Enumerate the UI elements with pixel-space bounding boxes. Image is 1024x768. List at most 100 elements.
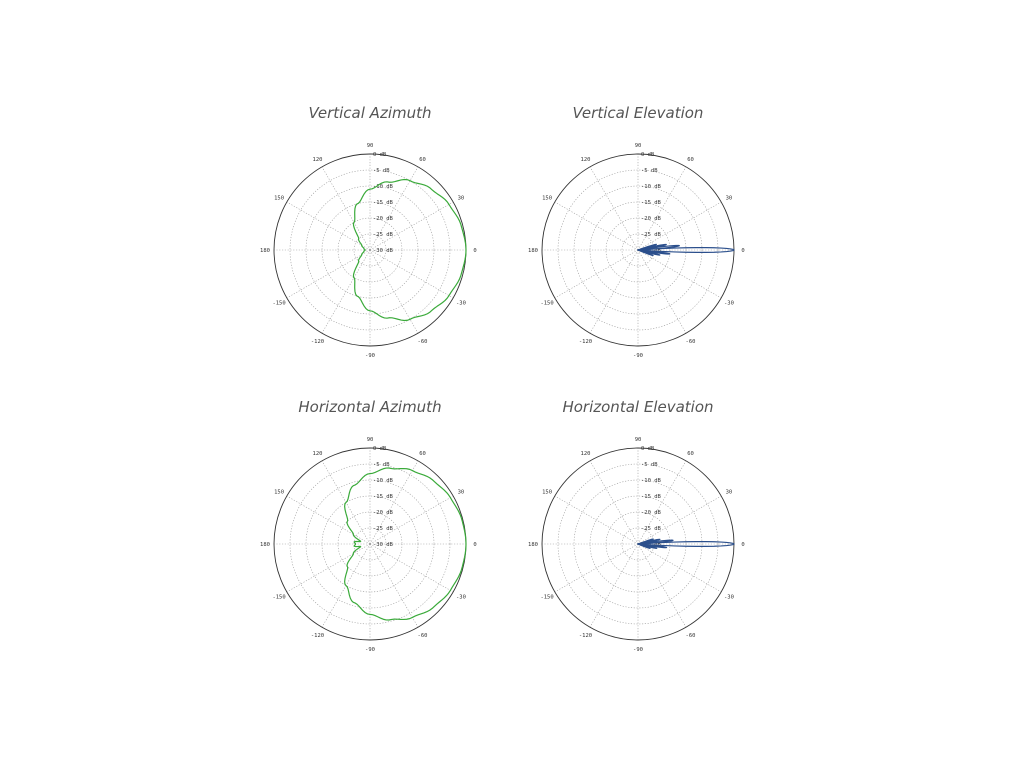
radial-tick-label: -15 dB bbox=[641, 494, 662, 500]
grid-spoke bbox=[554, 249, 639, 299]
grid-spoke bbox=[369, 543, 454, 593]
grid-spoke bbox=[321, 249, 371, 334]
grid-ring bbox=[305, 479, 435, 609]
radial-tick-label: 0 dB bbox=[373, 152, 387, 158]
angle-tick-label: -150 bbox=[540, 301, 553, 307]
chart-vertical-elevation: Vertical Elevation 90 60 30 0 -30 -60 -90 -120 -… bbox=[518, 104, 758, 384]
pattern-lobe bbox=[637, 543, 651, 549]
grid-ring bbox=[573, 185, 703, 315]
grid-ring bbox=[289, 463, 451, 625]
angle-tick-label: -150 bbox=[272, 301, 285, 307]
grid-spoke bbox=[321, 166, 371, 251]
pattern-lobe bbox=[637, 539, 674, 545]
grid-ring bbox=[557, 169, 719, 331]
radial-tick-label: 0 dB bbox=[641, 152, 655, 158]
angle-tick-label: -120 bbox=[579, 339, 592, 345]
grid-ring bbox=[305, 185, 435, 315]
grid-spoke bbox=[637, 249, 722, 299]
angle-tick-label: -120 bbox=[311, 633, 324, 639]
pattern-lobe bbox=[637, 249, 671, 255]
grid-ring bbox=[621, 527, 655, 561]
grid-ring bbox=[353, 527, 387, 561]
grid-ring bbox=[557, 463, 719, 625]
grid-spoke bbox=[286, 201, 371, 251]
polar-plot: 90 60 30 0 -30 -60 -90 -120 -150 180 150 120 0 dB -5 … bbox=[528, 437, 745, 653]
polar-plot: 90 60 30 0 -30 -60 -90 -120 -150 180 150 120 0 dB -5 … bbox=[260, 437, 477, 653]
radial-tick-label: -15 dB bbox=[373, 494, 394, 500]
radial-tick-label: -25 dB bbox=[373, 232, 394, 238]
radial-tick-label: -5 dB bbox=[641, 462, 658, 468]
grid-spoke bbox=[286, 543, 371, 593]
angle-tick-label: 0 bbox=[473, 542, 476, 548]
angle-tick-label: -90 bbox=[365, 353, 375, 359]
pattern-curve bbox=[344, 467, 467, 621]
polar-plot: 90 60 30 0 -30 -60 -90 -120 -150 180 150 120 0 dB -5 … bbox=[260, 143, 477, 359]
grid-spoke bbox=[369, 249, 454, 299]
angle-tick-label: 120 bbox=[581, 451, 591, 457]
angle-tick-label: -60 bbox=[418, 339, 428, 345]
grid-spoke bbox=[637, 543, 722, 593]
angle-tick-label: -30 bbox=[456, 595, 466, 601]
angle-tick-label: 150 bbox=[542, 490, 552, 496]
angle-tick-label: -60 bbox=[418, 633, 428, 639]
radial-tick-label: -30 dB bbox=[373, 248, 394, 254]
angle-tick-label: -30 bbox=[456, 301, 466, 307]
radial-tick-label: -20 dB bbox=[373, 510, 394, 516]
pattern-lobe bbox=[637, 543, 658, 549]
radial-tick-label: -10 dB bbox=[641, 184, 662, 190]
pattern-curve bbox=[352, 178, 467, 322]
grid-spoke bbox=[286, 495, 371, 545]
angle-tick-label: 90 bbox=[635, 143, 642, 149]
chart-horizontal-elevation: Horizontal Elevation 90 60 30 0 -30 -60 -90 -12… bbox=[518, 398, 758, 678]
angle-tick-label: -120 bbox=[311, 339, 324, 345]
angle-tick-label: 60 bbox=[419, 451, 426, 457]
pattern-lobe bbox=[637, 541, 735, 547]
angle-tick-label: -120 bbox=[579, 633, 592, 639]
grid-spoke bbox=[637, 460, 687, 545]
radial-tick-label: -25 dB bbox=[641, 232, 662, 238]
grid-spoke bbox=[369, 201, 454, 251]
angle-tick-label: 0 bbox=[741, 542, 744, 548]
angle-tick-label: -150 bbox=[540, 595, 553, 601]
grid-spoke bbox=[369, 460, 419, 545]
grid-spoke bbox=[369, 166, 419, 251]
radial-tick-label: -15 dB bbox=[641, 200, 662, 206]
radial-tick-label: -5 dB bbox=[641, 168, 658, 174]
angle-tick-label: -60 bbox=[686, 339, 696, 345]
angle-tick-label: 150 bbox=[542, 196, 552, 202]
angle-tick-label: 30 bbox=[458, 196, 465, 202]
angle-tick-label: -90 bbox=[633, 353, 643, 359]
pattern-lobe bbox=[637, 243, 657, 251]
radial-tick-label: -10 dB bbox=[641, 478, 662, 484]
angle-tick-label: 30 bbox=[726, 490, 733, 496]
radial-tick-label: -25 dB bbox=[373, 526, 394, 532]
pattern-lobe bbox=[637, 249, 654, 257]
polar-plot: 90 60 30 0 -30 -60 -90 -120 -150 180 150 120 0 dB -5 … bbox=[528, 143, 745, 359]
chart-title: Vertical Azimuth bbox=[308, 104, 432, 122]
angle-tick-label: 180 bbox=[528, 542, 538, 548]
angle-tick-label: 180 bbox=[260, 542, 270, 548]
chart-vertical-azimuth: Vertical Azimuth 90 60 30 0 -30 -60 -90 -120 -15… bbox=[250, 104, 490, 384]
grid-spoke bbox=[369, 543, 419, 628]
angle-tick-label: -90 bbox=[365, 647, 375, 653]
grid-ring bbox=[353, 233, 387, 267]
angle-tick-label: -30 bbox=[724, 595, 734, 601]
chart-title: Horizontal Azimuth bbox=[298, 398, 442, 416]
grid-spoke bbox=[589, 543, 639, 628]
angle-tick-label: -90 bbox=[633, 647, 643, 653]
pattern-lobe bbox=[637, 249, 661, 256]
angle-tick-label: 120 bbox=[313, 451, 323, 457]
angle-tick-label: 120 bbox=[581, 157, 591, 163]
grid-spoke bbox=[589, 460, 639, 545]
grid-spoke bbox=[589, 249, 639, 334]
grid-spoke bbox=[637, 166, 687, 251]
angle-tick-label: 0 bbox=[473, 248, 476, 254]
radial-tick-label: -20 dB bbox=[641, 510, 662, 516]
angle-tick-label: 30 bbox=[726, 196, 733, 202]
angle-tick-label: -60 bbox=[686, 633, 696, 639]
angle-tick-label: -150 bbox=[272, 595, 285, 601]
angle-tick-label: -30 bbox=[724, 301, 734, 307]
angle-tick-label: 90 bbox=[635, 437, 642, 443]
radial-tick-label: -30 dB bbox=[373, 542, 394, 548]
grid-spoke bbox=[369, 249, 419, 334]
